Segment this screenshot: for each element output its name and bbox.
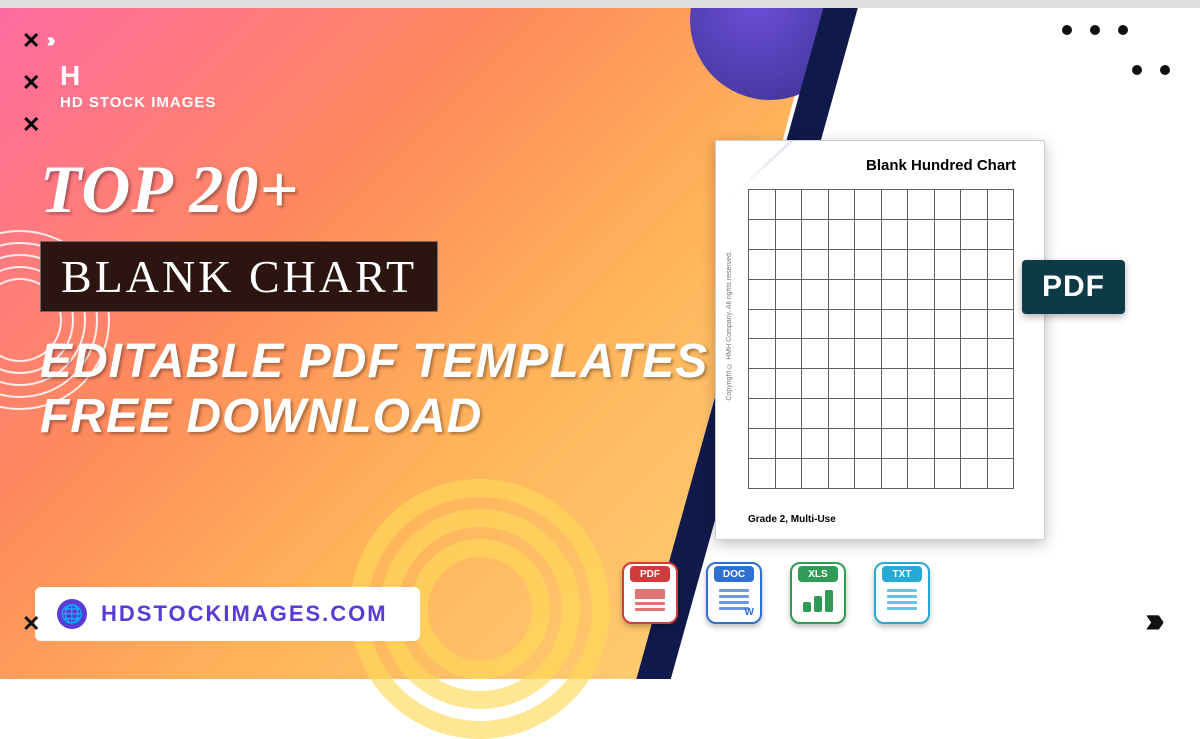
logo-letter: H	[60, 60, 216, 92]
file-icon-label: PDF	[630, 566, 670, 582]
dot-pattern-decor	[1062, 25, 1170, 105]
file-icon-xls[interactable]: XLS	[790, 562, 846, 624]
headline-box: BLANK CHART	[40, 241, 438, 312]
file-icon-doc[interactable]: DOCW	[706, 562, 762, 624]
headline-line1: TOP 20+	[40, 150, 708, 229]
preview-title: Blank Hundred Chart	[866, 157, 1016, 174]
chevron-strip-icon: ›››››	[1145, 599, 1155, 641]
headline-line3a: EDITABLE PDF TEMPLATES	[40, 335, 708, 388]
x-mark-icon: ✕	[22, 611, 40, 637]
file-icon-pdf[interactable]: PDF	[622, 562, 678, 624]
x-mark-icon: ✕	[22, 112, 40, 138]
x-mark-icon: ✕	[22, 70, 40, 96]
headline-line3: EDITABLE PDF TEMPLATES FREE DOWNLOAD	[40, 334, 708, 444]
file-icon-label: XLS	[798, 566, 838, 582]
file-icon-body	[631, 586, 669, 615]
file-type-row: PDF DOCW XLS TXT	[622, 562, 930, 624]
hundred-chart-grid	[748, 189, 1014, 489]
preview-footer: Grade 2, Multi-Use	[748, 514, 836, 525]
file-icon-body	[799, 586, 837, 615]
file-icon-body	[715, 586, 753, 615]
preview-side-note: Copyright © HMH Company. All rights rese…	[726, 251, 733, 401]
pdf-badge: PDF	[1022, 260, 1125, 314]
website-url: HDSTOCKIMAGES.COM	[101, 601, 388, 627]
headline-block: TOP 20+ BLANK CHART EDITABLE PDF TEMPLAT…	[40, 150, 708, 444]
file-icon-label: TXT	[882, 566, 922, 582]
file-icon-txt[interactable]: TXT	[874, 562, 930, 624]
chevron-strip-icon: ›››››	[46, 30, 49, 53]
top-border-strip	[0, 0, 1200, 8]
globe-icon: 🌐	[57, 599, 87, 629]
headline-line3b: FREE DOWNLOAD	[40, 390, 482, 443]
file-icon-label: DOC	[714, 566, 754, 582]
brand-name: HD STOCK IMAGES	[60, 94, 216, 111]
top-left-decor-row: ✕ ›››››	[22, 28, 50, 54]
website-url-bar[interactable]: 🌐 HDSTOCKIMAGES.COM	[35, 587, 420, 641]
brand-logo: H HD STOCK IMAGES	[60, 60, 216, 111]
x-mark-icon: ✕	[22, 28, 40, 54]
infographic-canvas: ✕ ››››› ✕ ✕ H HD STOCK IMAGES TOP 20+ BL…	[0, 0, 1200, 679]
document-preview: Blank Hundred Chart Copyright © HMH Comp…	[715, 140, 1045, 540]
file-icon-body	[883, 586, 921, 615]
